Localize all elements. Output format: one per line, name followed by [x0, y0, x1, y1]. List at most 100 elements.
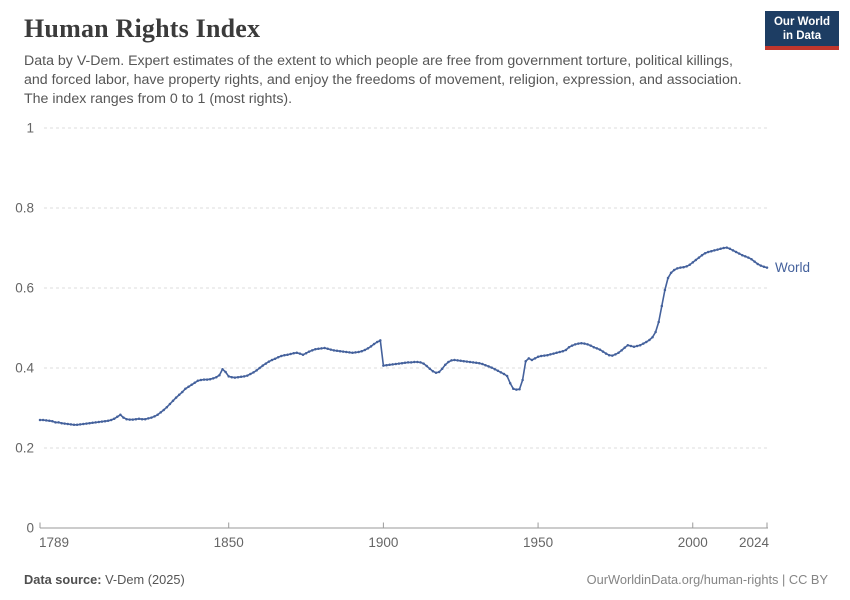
data-point-marker[interactable] [165, 405, 169, 409]
data-point-marker[interactable] [530, 358, 534, 362]
data-point-marker[interactable] [63, 422, 66, 425]
data-point-marker[interactable] [44, 419, 48, 422]
data-point-marker[interactable] [366, 347, 370, 350]
data-point-marker[interactable] [462, 359, 466, 363]
data-point-marker[interactable] [592, 345, 596, 349]
data-point-marker[interactable] [109, 418, 113, 422]
data-point-marker[interactable] [645, 340, 648, 344]
data-point-marker[interactable] [181, 390, 184, 394]
data-point-marker[interactable] [292, 351, 295, 355]
data-point-marker[interactable] [128, 418, 131, 421]
data-point-marker[interactable] [577, 342, 580, 345]
data-point-marker[interactable] [379, 339, 382, 342]
data-point-marker[interactable] [72, 423, 76, 427]
data-point-marker[interactable] [162, 408, 165, 412]
data-point-marker[interactable] [722, 246, 725, 250]
data-point-marker[interactable] [642, 342, 645, 345]
data-point-marker[interactable] [112, 417, 116, 421]
data-point-marker[interactable] [632, 345, 636, 349]
data-point-marker[interactable] [286, 353, 289, 357]
data-point-marker[interactable] [728, 247, 732, 251]
data-point-marker[interactable] [276, 355, 280, 359]
data-point-marker[interactable] [153, 415, 156, 418]
data-point-marker[interactable] [106, 419, 110, 423]
data-point-marker[interactable] [697, 256, 701, 259]
data-point-marker[interactable] [654, 330, 657, 334]
data-point-marker[interactable] [255, 369, 258, 372]
data-point-marker[interactable] [518, 387, 521, 391]
data-point-marker[interactable] [601, 350, 605, 353]
data-point-marker[interactable] [555, 351, 558, 355]
data-point-marker[interactable] [211, 377, 215, 380]
data-point-marker[interactable] [759, 264, 763, 267]
data-point-marker[interactable] [270, 358, 274, 362]
data-point-marker[interactable] [57, 421, 60, 424]
data-point-marker[interactable] [360, 349, 363, 353]
data-point-marker[interactable] [236, 375, 240, 379]
data-point-marker[interactable] [539, 354, 543, 358]
data-point-marker[interactable] [703, 251, 707, 255]
data-point-marker[interactable] [614, 353, 617, 356]
data-point-marker[interactable] [679, 266, 682, 269]
data-point-marker[interactable] [753, 260, 756, 263]
data-point-marker[interactable] [202, 378, 206, 381]
world-line-markers[interactable] [38, 246, 769, 427]
data-point-marker[interactable] [747, 256, 750, 259]
data-point-marker[interactable] [413, 360, 416, 364]
data-point-marker[interactable] [456, 359, 459, 362]
data-point-marker[interactable] [267, 360, 271, 363]
data-point-marker[interactable] [623, 346, 626, 349]
data-point-marker[interactable] [744, 255, 747, 258]
data-point-marker[interactable] [400, 361, 404, 365]
data-point-marker[interactable] [710, 249, 713, 253]
data-point-marker[interactable] [660, 304, 664, 308]
data-point-marker[interactable] [502, 372, 506, 376]
data-point-marker[interactable] [391, 363, 394, 366]
data-point-marker[interactable] [468, 360, 472, 364]
data-point-marker[interactable] [295, 351, 299, 355]
data-point-marker[interactable] [196, 379, 200, 383]
data-point-marker[interactable] [82, 422, 85, 426]
data-point-marker[interactable] [536, 355, 540, 359]
data-point-marker[interactable] [626, 343, 630, 347]
data-point-marker[interactable] [422, 362, 425, 365]
data-point-marker[interactable] [258, 366, 261, 370]
data-point-marker[interactable] [505, 374, 509, 378]
data-point-marker[interactable] [249, 372, 252, 376]
data-point-marker[interactable] [484, 363, 487, 367]
data-point-marker[interactable] [335, 349, 339, 353]
data-point-marker[interactable] [444, 363, 447, 367]
data-point-marker[interactable] [332, 349, 336, 352]
data-point-marker[interactable] [465, 360, 469, 363]
data-point-marker[interactable] [215, 375, 218, 379]
data-point-marker[interactable] [273, 357, 277, 361]
data-point-marker[interactable] [580, 341, 583, 345]
data-point-marker[interactable] [137, 417, 141, 421]
data-point-marker[interactable] [567, 345, 571, 349]
data-point-marker[interactable] [97, 420, 101, 424]
data-point-marker[interactable] [428, 367, 432, 371]
data-point-marker[interactable] [221, 367, 224, 371]
data-point-marker[interactable] [140, 417, 144, 421]
data-point-marker[interactable] [48, 419, 51, 423]
data-point-marker[interactable] [357, 350, 360, 354]
data-point-marker[interactable] [512, 387, 515, 391]
data-point-marker[interactable] [719, 247, 722, 251]
data-point-marker[interactable] [682, 265, 685, 269]
data-point-marker[interactable] [307, 350, 311, 353]
data-point-marker[interactable] [78, 423, 82, 426]
data-point-marker[interactable] [762, 265, 766, 269]
data-point-marker[interactable] [672, 268, 676, 272]
data-point-marker[interactable] [205, 378, 209, 381]
data-point-marker[interactable] [419, 361, 422, 364]
data-point-marker[interactable] [298, 352, 302, 355]
data-point-marker[interactable] [416, 360, 419, 364]
data-point-marker[interactable] [552, 352, 555, 355]
data-point-marker[interactable] [471, 361, 475, 364]
data-point-marker[interactable] [208, 377, 212, 381]
data-point-marker[interactable] [543, 354, 546, 357]
data-point-marker[interactable] [143, 417, 147, 421]
data-point-marker[interactable] [688, 263, 691, 267]
data-point-marker[interactable] [549, 353, 552, 356]
